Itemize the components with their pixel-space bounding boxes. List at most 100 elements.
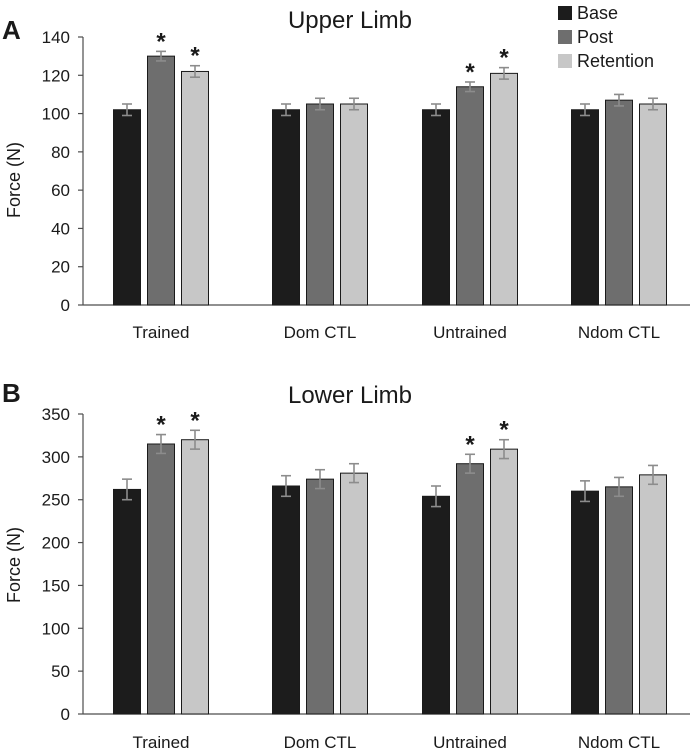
error-bar-lower-ndom-ctl-post bbox=[614, 476, 624, 498]
y-tick-label-lower: 350 bbox=[42, 405, 70, 424]
error-bar-upper-ndom-ctl-retention bbox=[648, 97, 658, 111]
bar-upper-untrained-post bbox=[456, 86, 484, 306]
y-tick-label-upper: 140 bbox=[42, 28, 70, 47]
y-tick-label-upper: 60 bbox=[51, 181, 70, 200]
category-label-dom-ctl: Dom CTL bbox=[284, 323, 357, 342]
category-label-dom-ctl: Dom CTL bbox=[284, 733, 357, 752]
bar-lower-untrained-post bbox=[456, 463, 484, 715]
bar-upper-ndom-ctl-post bbox=[605, 99, 633, 306]
significance-star-lower-untrained-post: * bbox=[465, 431, 475, 458]
error-bar-upper-dom-ctl-base bbox=[281, 103, 291, 117]
legend-label-post: Post bbox=[577, 27, 613, 47]
chart-title-upper-limb: Upper Limb bbox=[288, 7, 412, 34]
error-bar-lower-trained-retention bbox=[190, 429, 200, 450]
panel-letter-a: A bbox=[2, 15, 21, 45]
y-tick-label-lower: 100 bbox=[42, 619, 70, 638]
error-bar-upper-trained-retention bbox=[190, 64, 200, 78]
bar-upper-untrained-base bbox=[422, 109, 450, 306]
y-tick-label-lower: 50 bbox=[51, 662, 70, 681]
error-bar-lower-dom-ctl-retention bbox=[349, 462, 359, 484]
error-bar-upper-ndom-ctl-base bbox=[580, 103, 590, 117]
error-bar-lower-dom-ctl-post bbox=[315, 468, 325, 490]
error-bar-upper-trained-base bbox=[122, 103, 132, 117]
error-bar-lower-ndom-ctl-retention bbox=[648, 464, 658, 486]
bar-lower-ndom-ctl-retention bbox=[639, 474, 667, 715]
bar-lower-untrained-retention bbox=[490, 448, 518, 715]
bar-lower-trained-base bbox=[113, 488, 141, 715]
error-bar-upper-untrained-base bbox=[431, 103, 441, 117]
bar-lower-trained-post bbox=[147, 443, 175, 715]
bar-upper-trained-base bbox=[113, 109, 141, 306]
error-bar-upper-untrained-post bbox=[465, 81, 475, 93]
bar-lower-dom-ctl-base bbox=[272, 485, 300, 715]
legend-swatch-base bbox=[558, 6, 572, 20]
bar-lower-dom-ctl-retention bbox=[340, 472, 368, 715]
bar-upper-untrained-retention bbox=[490, 72, 518, 306]
y-tick-label-upper: 40 bbox=[51, 219, 70, 238]
marks-lower-limb: 0 50 100 150 200 250 300 350 Trained Dom CTL Untra… bbox=[42, 405, 690, 752]
error-bar-upper-dom-ctl-retention bbox=[349, 97, 359, 111]
y-axis-title-lower: Force (N) bbox=[4, 527, 24, 603]
y-tick-label-lower: 200 bbox=[42, 534, 70, 553]
bar-upper-dom-ctl-post bbox=[306, 103, 334, 306]
error-bar-lower-untrained-retention bbox=[499, 438, 509, 460]
bar-upper-ndom-ctl-retention bbox=[639, 103, 667, 306]
bar-lower-ndom-ctl-base bbox=[571, 490, 599, 715]
category-label-trained: Trained bbox=[132, 733, 189, 752]
y-tick-label-lower: 250 bbox=[42, 491, 70, 510]
error-bar-lower-dom-ctl-base bbox=[281, 474, 291, 498]
y-tick-label-upper: 0 bbox=[61, 296, 70, 315]
error-bar-lower-trained-post bbox=[156, 433, 166, 455]
legend-swatch-post bbox=[558, 30, 572, 44]
legend-item-retention: Retention bbox=[558, 51, 654, 71]
category-label-ndom-ctl: Ndom CTL bbox=[578, 323, 660, 342]
marks-upper-limb: 0 20 40 60 80 100 120 140 Trained Dom CTL Untraine… bbox=[42, 28, 690, 342]
legend-item-post: Post bbox=[558, 27, 613, 47]
legend: Base Post Retention bbox=[558, 3, 654, 71]
y-tick-label-upper: 100 bbox=[42, 105, 70, 124]
bar-upper-ndom-ctl-base bbox=[571, 109, 599, 306]
y-tick-label-upper: 120 bbox=[42, 66, 70, 85]
bar-lower-ndom-ctl-post bbox=[605, 486, 633, 715]
error-bar-upper-dom-ctl-post bbox=[315, 97, 325, 111]
legend-item-base: Base bbox=[558, 3, 618, 23]
bar-upper-trained-post bbox=[147, 55, 175, 306]
y-tick-label-lower: 300 bbox=[42, 448, 70, 467]
category-label-ndom-ctl: Ndom CTL bbox=[578, 733, 660, 752]
category-label-trained: Trained bbox=[132, 323, 189, 342]
significance-star-upper-trained-retention: * bbox=[190, 43, 200, 70]
panel-lower-limb: B Lower Limb Force (N) 0 50 100 150 200 250 30… bbox=[2, 378, 690, 752]
chart-title-lower-limb: Lower Limb bbox=[288, 382, 412, 409]
bar-upper-trained-retention bbox=[181, 70, 209, 306]
panel-letter-b: B bbox=[2, 378, 21, 408]
significance-star-lower-trained-retention: * bbox=[190, 407, 200, 434]
error-bar-lower-untrained-post bbox=[465, 453, 475, 474]
significance-star-lower-trained-post: * bbox=[156, 412, 166, 439]
category-label-untrained: Untrained bbox=[433, 733, 507, 752]
category-label-untrained: Untrained bbox=[433, 323, 507, 342]
bar-upper-dom-ctl-base bbox=[272, 109, 300, 306]
y-tick-label-upper: 20 bbox=[51, 258, 70, 277]
legend-label-base: Base bbox=[577, 3, 618, 23]
y-tick-label-upper: 80 bbox=[51, 143, 70, 162]
y-tick-label-lower: 0 bbox=[61, 705, 70, 724]
panel-upper-limb: A Upper Limb Force (N) 0 20 40 60 80 100 120 14… bbox=[2, 7, 690, 342]
significance-star-upper-untrained-post: * bbox=[465, 59, 475, 86]
error-bar-upper-untrained-retention bbox=[499, 66, 509, 80]
bar-lower-dom-ctl-post bbox=[306, 478, 334, 715]
significance-star-upper-untrained-retention: * bbox=[499, 45, 509, 72]
bar-upper-dom-ctl-retention bbox=[340, 103, 368, 306]
error-bar-upper-ndom-ctl-post bbox=[614, 93, 624, 107]
error-bar-lower-ndom-ctl-base bbox=[580, 480, 590, 503]
y-axis-title-upper: Force (N) bbox=[4, 142, 24, 218]
bar-lower-untrained-base bbox=[422, 495, 450, 715]
error-bar-lower-trained-base bbox=[122, 478, 132, 501]
error-bar-lower-untrained-base bbox=[431, 485, 441, 508]
significance-star-upper-trained-post: * bbox=[156, 28, 166, 55]
bar-lower-trained-retention bbox=[181, 439, 209, 715]
significance-star-lower-untrained-retention: * bbox=[499, 417, 509, 444]
legend-swatch-retention bbox=[558, 54, 572, 68]
y-tick-label-lower: 150 bbox=[42, 576, 70, 595]
error-bar-upper-trained-post bbox=[156, 50, 166, 62]
